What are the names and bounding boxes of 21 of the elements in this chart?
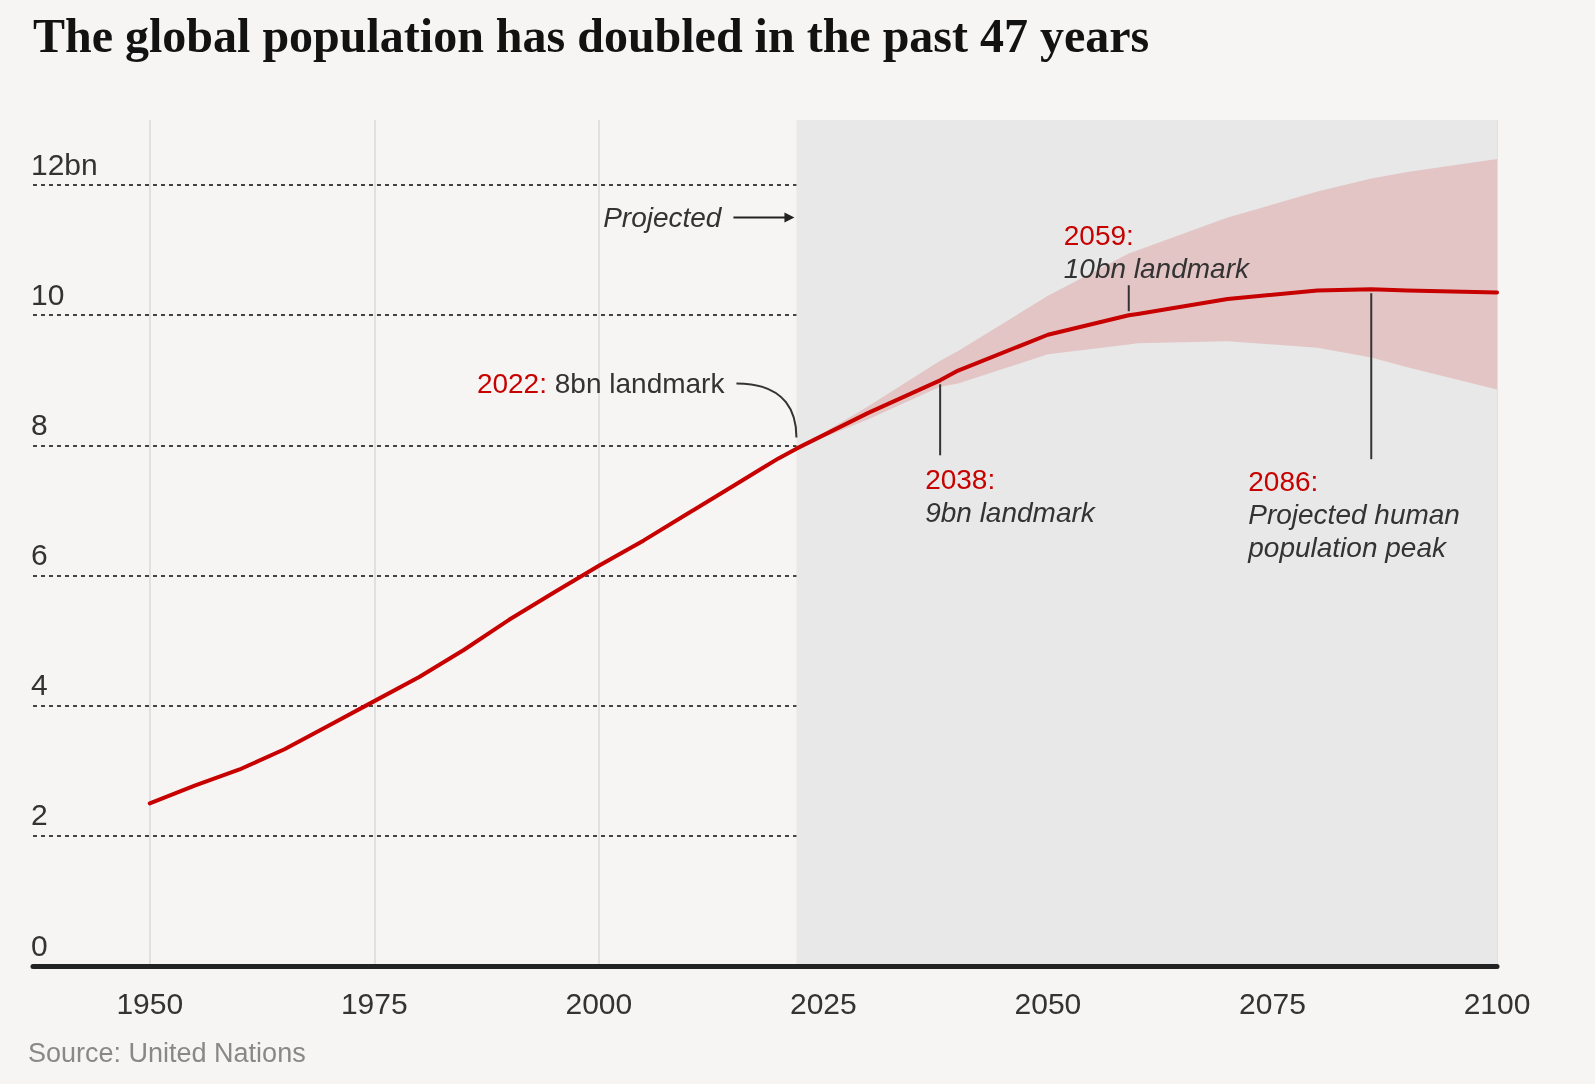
- y-tick-label: 2: [31, 798, 48, 832]
- y-tick-label: 4: [31, 668, 48, 702]
- x-tick-label: 1950: [116, 986, 184, 1020]
- source-note: Source: United Nations: [28, 1037, 306, 1068]
- x-tick-label: 2000: [565, 986, 633, 1020]
- x-tick-label: 2075: [1239, 986, 1306, 1020]
- chart-title: The global population has doubled in the past 47 years: [33, 8, 1150, 62]
- x-tick-label: 2025: [790, 986, 857, 1020]
- y-tick-label: 10: [31, 277, 65, 311]
- x-tick-label: 1975: [340, 986, 408, 1020]
- y-tick-label: 6: [31, 538, 48, 572]
- y-tick-label: 8: [31, 407, 48, 441]
- x-tick-label: 2100: [1463, 986, 1531, 1020]
- annotation: 2038: 9bn landmark: [925, 463, 1097, 530]
- annotation: 2059: 10bn landmark: [1063, 219, 1251, 286]
- annotation: 2086: Projected human population peak: [1248, 465, 1461, 565]
- y-tick-label: 0: [31, 928, 48, 962]
- x-tick-label: 2050: [1014, 986, 1082, 1020]
- y-tick-label: 12bn: [31, 147, 98, 181]
- annotation: Projected: [603, 201, 722, 235]
- annotation: 2022: 8bn landmark: [476, 366, 725, 400]
